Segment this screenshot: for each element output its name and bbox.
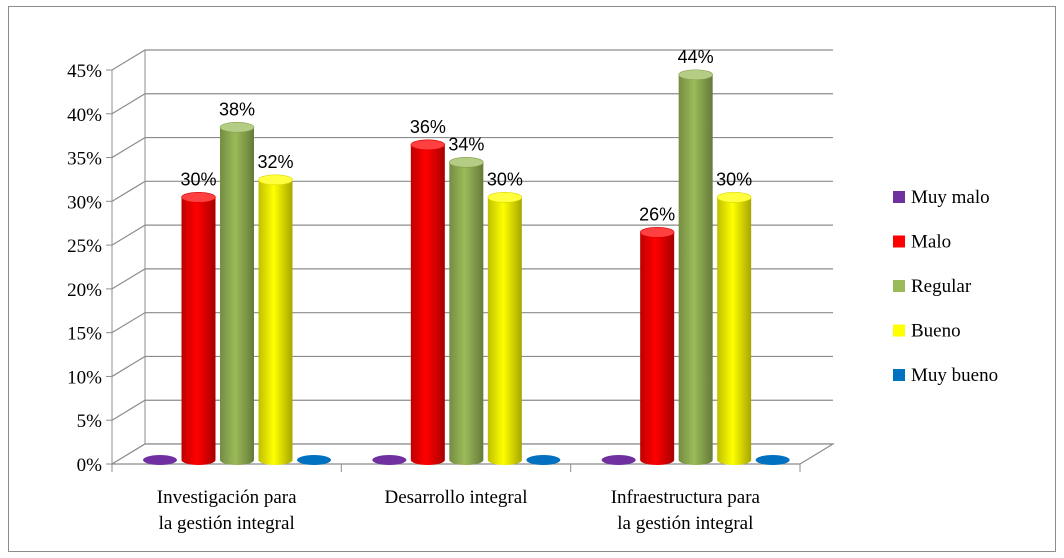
data-label: 44% — [678, 47, 714, 67]
legend-swatch — [893, 280, 905, 292]
gridlines — [106, 49, 833, 465]
gridline — [111, 399, 833, 421]
y-tick-label: 0% — [77, 455, 103, 476]
legend-label: Bueno — [911, 321, 961, 342]
data-label: 32% — [257, 152, 293, 172]
legend-item: Malo — [893, 232, 951, 253]
bar-base-disc — [143, 455, 177, 465]
data-label: 34% — [448, 134, 484, 154]
data-label: 30% — [487, 169, 523, 189]
y-tick-label: 15% — [67, 324, 102, 345]
bar-top — [258, 174, 293, 186]
bar-body — [220, 127, 254, 466]
bar-body — [258, 179, 293, 466]
y-tick-label: 10% — [67, 367, 102, 388]
y-tick-label: 5% — [77, 411, 103, 432]
bar-muy-malo — [372, 455, 407, 465]
category-label: Infraestructura para — [611, 487, 761, 508]
bar-top — [219, 121, 255, 133]
bar-top — [639, 227, 675, 238]
bar-body — [487, 197, 522, 465]
gridline — [111, 224, 833, 246]
bar-malo — [639, 227, 675, 465]
legend-item: Muy malo — [893, 187, 990, 208]
y-tick-label: 30% — [67, 192, 102, 213]
data-label: 38% — [219, 99, 255, 119]
bar-muy-malo — [143, 455, 177, 465]
bar-regular — [678, 69, 713, 465]
data-label: 36% — [410, 117, 446, 137]
bar-body — [678, 74, 713, 465]
bar-base-disc — [755, 455, 790, 465]
legend-item: Bueno — [893, 321, 961, 342]
legend-label: Regular — [911, 276, 972, 297]
bar-muy-bueno — [755, 455, 790, 465]
x-axis-categories: Investigación para la gestión integral Des… — [157, 487, 761, 534]
data-labels: 30% 36% 26% 38% 34% 44% 32% 30% 30% — [180, 47, 752, 225]
chart-walls — [111, 50, 146, 464]
legend-swatch — [893, 191, 905, 203]
gridline — [111, 312, 833, 334]
bar-base-disc — [297, 455, 331, 465]
gridline — [111, 136, 833, 159]
y-tick-label: 40% — [67, 105, 102, 126]
bar-muy-bueno — [297, 455, 331, 465]
y-tick-label: 20% — [67, 280, 102, 301]
gridline — [111, 268, 833, 290]
bar-body — [449, 162, 484, 466]
gridline — [111, 180, 833, 202]
bar-body — [717, 197, 752, 466]
bar-body — [410, 144, 445, 466]
legend-item: Muy bueno — [893, 365, 998, 386]
bar-base-disc — [601, 455, 636, 465]
legend-item: Regular — [893, 276, 972, 297]
gridline — [111, 355, 833, 377]
bar-body — [640, 232, 675, 465]
bar-malo — [181, 192, 216, 466]
legend: Muy malo Malo Regular Bueno Muy bueno — [893, 187, 998, 386]
y-tick-label: 45% — [67, 61, 102, 82]
legend-swatch — [893, 369, 905, 381]
bar-top — [410, 139, 446, 151]
y-tick-label: 25% — [67, 236, 102, 257]
legend-label: Muy bueno — [911, 365, 998, 386]
bars — [143, 69, 790, 466]
bar-top — [487, 192, 523, 203]
gridline — [111, 49, 833, 71]
bar-top — [678, 69, 713, 81]
bar-top — [181, 192, 216, 203]
data-label: 26% — [639, 204, 675, 224]
bar-bueno — [258, 174, 293, 466]
bar-malo — [410, 139, 446, 466]
legend-label: Malo — [911, 232, 951, 253]
legend-swatch — [893, 324, 905, 337]
category-label: Investigación para — [157, 487, 297, 508]
legend-swatch — [893, 235, 905, 248]
bar-muy-bueno — [526, 455, 561, 465]
data-label: 30% — [180, 169, 216, 189]
category-label: la gestión integral — [159, 513, 295, 534]
bar-regular — [219, 121, 255, 466]
bar-muy-malo — [601, 455, 636, 465]
data-label: 30% — [716, 169, 752, 189]
category-label: Desarrollo integral — [385, 487, 528, 508]
y-tick-label: 35% — [67, 149, 102, 170]
category-label: la gestión integral — [617, 513, 753, 534]
legend-label: Muy malo — [911, 187, 990, 208]
bar-base-disc — [526, 455, 561, 465]
bar-regular — [449, 157, 484, 466]
bar-top — [449, 157, 484, 168]
bar-bueno — [716, 192, 752, 466]
bar-body — [181, 197, 216, 466]
bar-bueno — [487, 192, 523, 465]
y-axis-ticks: 0% 5% 10% 15% 20% 25% 30% 35% 40% 45% — [67, 61, 102, 476]
bar-top — [716, 192, 752, 203]
bar-base-disc — [372, 455, 407, 465]
gridline — [111, 93, 833, 115]
